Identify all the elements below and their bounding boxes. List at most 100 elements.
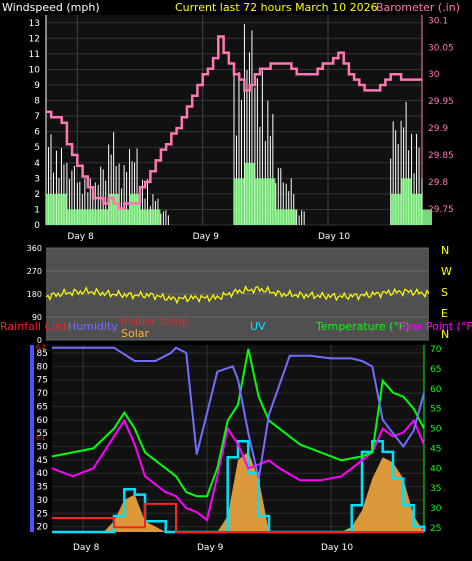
temperature-tick-label: 30: [430, 504, 442, 514]
legend-solar: Solar: [121, 327, 150, 340]
humidity-tick-label: 80: [37, 362, 49, 372]
humidity-tick-label: 60: [37, 416, 49, 426]
direction-tick-label: 270: [27, 267, 42, 276]
wind-average-bar: [150, 209, 161, 225]
humidity-tick-label: 70: [37, 389, 49, 399]
dew-point-line: [51, 418, 425, 522]
rainfall-line: [52, 502, 424, 533]
direction-tick-label: 180: [27, 290, 42, 299]
temperature-tick-label: 25: [430, 524, 441, 534]
temperature-tick-label: 35: [430, 484, 441, 494]
x-tick-label: Day 10: [321, 543, 353, 553]
humidity-tick-label: 75: [37, 376, 48, 386]
wind-average-bar: [46, 193, 56, 225]
temperature-tick-label: 50: [430, 425, 442, 435]
wind-tick-label: 7: [34, 112, 40, 122]
barometer-tick-label: 29.85: [428, 151, 454, 161]
barometer-line: [46, 35, 422, 211]
uv-line: [52, 439, 426, 534]
legend-dew-point: Dew Point (°F): [398, 320, 472, 333]
barometer-tick-label: 30.1: [428, 16, 448, 26]
x-tick-label: Day 10: [318, 232, 350, 242]
wind-average-bar: [401, 178, 412, 225]
wind-tick-label: 6: [34, 128, 40, 138]
wind-average-bar: [119, 209, 130, 225]
wind-average-bar: [108, 193, 119, 225]
wind-average-bar: [422, 209, 432, 225]
barometer-tick-label: 30: [428, 70, 440, 80]
wind-tick-label: 12: [29, 34, 40, 44]
wind-tick-label: 5: [34, 143, 40, 153]
compass-label: N: [441, 328, 449, 341]
compass-label: E: [441, 307, 448, 320]
temperature-line: [51, 348, 425, 498]
humidity-tick-label: 30: [37, 496, 49, 506]
wind-tick-label: 3: [34, 174, 40, 184]
direction-tick-label: 360: [27, 244, 42, 253]
wind-average-bar: [66, 209, 77, 225]
temperature-tick-label: 55: [430, 405, 441, 415]
compass-label: S: [441, 286, 448, 299]
humidity-tick-label: 35: [37, 483, 48, 493]
temperature-tick-label: 45: [430, 444, 441, 454]
wind-average-bar: [286, 209, 297, 225]
x-tick-label: Day 8: [67, 232, 94, 242]
barometer-tick-label: 29.9: [428, 124, 448, 134]
legend-humidity: Humidity: [68, 320, 118, 333]
temperature-tick-label: 60: [430, 385, 442, 395]
humidity-tick-label: 40: [37, 469, 49, 479]
wind-tick-label: 2: [34, 190, 40, 200]
wind-tick-label: 1: [34, 205, 40, 215]
humidity-tick-label: 65: [37, 402, 48, 412]
wind-average-bar: [265, 178, 276, 225]
barometer-tick-label: 29.75: [428, 205, 454, 215]
windspeed-axis-title: Windspeed (mph): [2, 1, 100, 14]
rain-tick-label-1: 0.1: [36, 435, 46, 442]
wind-average-bar: [87, 209, 98, 225]
wind-average-bar: [411, 193, 422, 225]
humidity-tick-label: 85: [37, 349, 48, 359]
wind-tick-label: 8: [34, 97, 40, 107]
legend-indoor-temp: Indoor temp: [121, 315, 188, 328]
humidity-tick-label: 50: [37, 443, 49, 453]
compass-label: W: [441, 265, 452, 278]
chart-title: Current last 72 hours March 10 2026: [175, 1, 378, 14]
x-tick-label: Day 8: [73, 543, 100, 553]
wind-direction-line: [45, 285, 430, 305]
wind-average-bar: [244, 162, 255, 225]
temperature-tick-label: 65: [430, 365, 441, 375]
humidity-tick-label: 20: [37, 523, 49, 533]
legend-rainfall: Rainfall (.in): [0, 320, 67, 333]
wind-tick-label: 13: [29, 19, 40, 29]
legend-uv: UV: [250, 320, 266, 333]
wind-average-bar: [275, 209, 286, 225]
humidity-tick-label: 45: [37, 456, 48, 466]
wind-average-bar: [98, 209, 109, 225]
compass-label: N: [441, 244, 449, 257]
wind-tick-label: 0: [34, 221, 40, 231]
rainfall-axis-bar: [30, 345, 34, 532]
barometer-tick-label: 29.8: [428, 178, 448, 188]
wind-average-bar: [254, 178, 265, 225]
wind-average-bar: [140, 209, 150, 225]
temperature-tick-label: 40: [430, 464, 442, 474]
wind-average-bar: [390, 193, 401, 225]
direction-tick-label: 90: [32, 313, 42, 322]
barometer-tick-label: 30.05: [428, 43, 454, 53]
temperature-tick-label: 70: [430, 345, 442, 355]
humidity-tick-label: 55: [37, 429, 48, 439]
wind-tick-label: 10: [29, 65, 41, 75]
legend-temperature: Temperature (°F): [315, 320, 410, 333]
barometer-tick-label: 29.95: [428, 97, 454, 107]
wind-tick-label: 4: [34, 159, 40, 169]
wind-tick-label: 11: [29, 50, 40, 60]
x-tick-label: Day 9: [197, 543, 224, 553]
barometer-axis-title: Barometer (.in): [376, 1, 460, 14]
wind-average-bar: [77, 209, 88, 225]
humidity-line: [52, 346, 425, 479]
wind-average-bar: [129, 193, 140, 225]
wind-average-bar: [56, 193, 67, 225]
rain-tick-label-2: 0.2: [36, 344, 46, 351]
solar-area: [52, 451, 424, 532]
